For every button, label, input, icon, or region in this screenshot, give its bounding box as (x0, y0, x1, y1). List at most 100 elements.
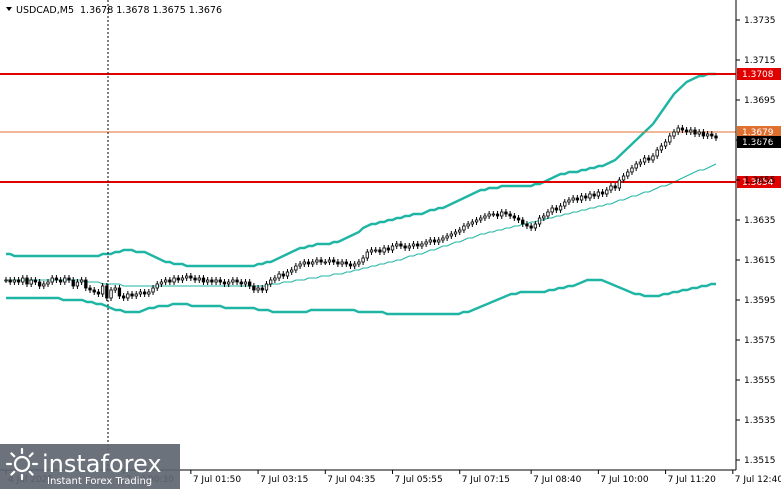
candle-body (449, 233, 453, 237)
candle (500, 209, 504, 219)
x-tick-label: 7 Jul 10:00 (600, 475, 649, 485)
candle (327, 257, 332, 265)
candle (575, 195, 580, 203)
dropdown-triangle-icon[interactable] (6, 7, 12, 11)
candle-body (294, 265, 298, 271)
candle (529, 223, 533, 231)
candle-body (571, 197, 575, 201)
candle (563, 199, 567, 209)
bb-upper-line (6, 72, 716, 268)
candle-body (357, 261, 361, 265)
candle (416, 241, 420, 249)
candle (533, 221, 538, 231)
bb-middle-line (6, 163, 717, 287)
y-tick-label: 1.3735 (744, 16, 776, 26)
candle (613, 183, 617, 191)
candle-body (705, 133, 710, 137)
candle (609, 183, 613, 193)
candle (584, 193, 588, 201)
candle (206, 277, 210, 285)
candle-body (365, 251, 369, 259)
candle-body (239, 281, 243, 285)
candle (369, 247, 374, 255)
candle (445, 233, 449, 241)
candle-body (676, 127, 680, 133)
candle (588, 191, 592, 201)
candle (714, 133, 718, 141)
candle-body (79, 279, 84, 283)
candle (579, 193, 584, 203)
candle-body (227, 281, 231, 285)
candle (332, 257, 336, 265)
candle (180, 275, 185, 283)
candle-body (563, 201, 567, 207)
logo-brand: instaforex (42, 450, 162, 478)
candle (626, 169, 630, 179)
candle (701, 129, 706, 139)
candle-body (4, 279, 8, 282)
candle-body (147, 291, 151, 295)
candle-body (558, 205, 563, 211)
candle (432, 237, 437, 245)
candle (319, 257, 323, 265)
candle-body (395, 243, 399, 247)
candle (680, 125, 685, 133)
candle-body (201, 277, 206, 283)
candle (256, 285, 260, 293)
candle-body (470, 221, 474, 225)
candle (155, 281, 159, 291)
candle (315, 257, 319, 265)
candle (512, 213, 516, 221)
candle (361, 255, 365, 265)
candle (302, 259, 306, 267)
candle-body (550, 207, 554, 213)
candle (428, 237, 432, 245)
candle (479, 215, 483, 223)
x-tick-label: 7 Jul 11:20 (668, 475, 717, 485)
candle (550, 205, 554, 215)
candle (508, 211, 512, 219)
candle (16, 277, 21, 285)
candle (214, 277, 218, 285)
candle (596, 189, 601, 199)
candle (357, 259, 361, 267)
candle (525, 221, 529, 229)
candle-body (222, 281, 227, 285)
candle-body (647, 157, 651, 161)
candle-body (163, 279, 168, 283)
candle-body (437, 239, 441, 243)
candle-body (184, 275, 189, 279)
candle-body (319, 259, 323, 263)
candle (84, 277, 88, 291)
y-tick-label: 1.3675 (744, 136, 776, 146)
candle-body (269, 279, 273, 285)
candle (88, 285, 92, 293)
candle (134, 291, 138, 299)
candle (537, 215, 542, 227)
candle-body (109, 289, 113, 299)
candle-body (491, 213, 495, 216)
candle (483, 213, 487, 221)
candle-body (605, 189, 609, 195)
candle-body (567, 199, 571, 203)
candle (176, 275, 180, 283)
candle-body (600, 191, 605, 195)
candle-body (113, 287, 117, 291)
candle-body (609, 185, 613, 191)
candle (42, 281, 46, 289)
candle (567, 197, 571, 205)
candle (113, 285, 117, 293)
candle-body (142, 291, 147, 295)
candle (453, 229, 458, 237)
candle-body (361, 257, 365, 263)
candle-body (533, 223, 538, 229)
candle (621, 173, 626, 183)
y-tick-label: 1.3575 (744, 336, 776, 346)
candle (277, 271, 281, 281)
candle-body (651, 155, 655, 161)
candle-body (542, 215, 546, 219)
y-tick-label: 1.3595 (744, 296, 776, 306)
candle (403, 243, 407, 251)
candle-body (462, 225, 466, 231)
